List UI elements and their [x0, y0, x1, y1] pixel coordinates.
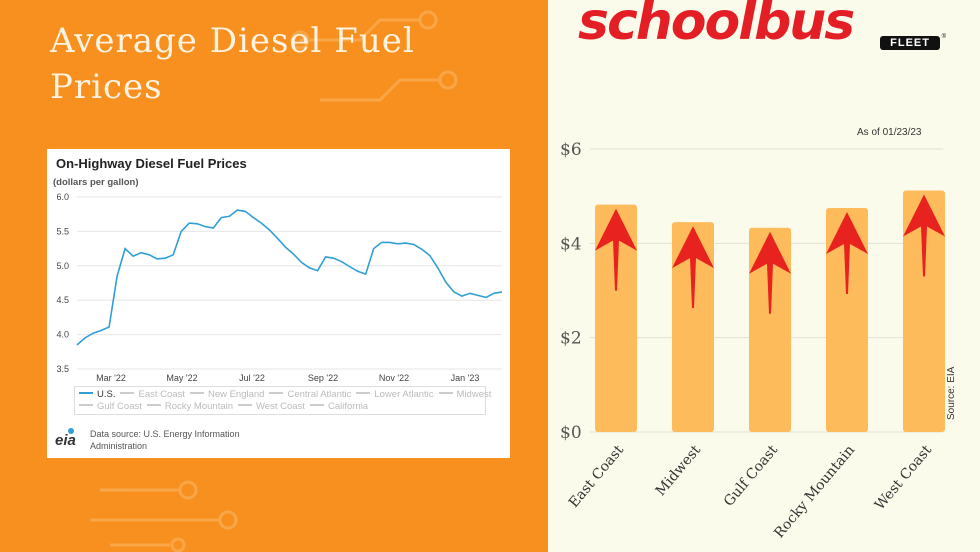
legend-label: Gulf Coast — [97, 401, 142, 412]
legend-item[interactable]: West Coast — [238, 400, 305, 413]
legend-label: Central Atlantic — [287, 389, 352, 400]
red-up-arrow — [749, 231, 791, 314]
legend-swatch — [309, 404, 324, 407]
line-chart-y-tick: 4.0 — [56, 330, 69, 340]
legend-swatch — [356, 392, 371, 395]
red-up-arrow — [826, 211, 868, 294]
bar-chart-x-tick: East Coast — [566, 442, 627, 511]
line-chart-legend: U.S. East Coast New England Central Atlanti… — [74, 386, 491, 415]
legend-item[interactable]: Gulf Coast — [79, 400, 142, 413]
bar-chart-date-note: As of 01/23/23 — [857, 127, 922, 138]
brand-logo: schoolbus FLEET ® — [578, 0, 958, 66]
bar-chart-y-tick: $0 — [560, 423, 582, 443]
line-chart-y-tick: 5.0 — [56, 261, 69, 271]
line-chart-grid — [77, 196, 502, 370]
legend-label: Lower Atlantic — [374, 389, 434, 400]
line-chart-unit: (dollars per gallon) — [53, 177, 139, 188]
bar — [749, 227, 791, 432]
line-chart-x-tick: Mar '22 — [96, 373, 126, 383]
line-chart-y-tick: 3.5 — [56, 364, 69, 374]
legend-label: West Coast — [256, 401, 305, 412]
bar-chart-y-tick: $6 — [560, 140, 582, 160]
line-chart-y-tick: 6.0 — [56, 192, 69, 202]
legend-label: California — [327, 401, 369, 412]
brand-name: schoolbus — [578, 0, 855, 52]
line-chart-card: On-Highway Diesel Fuel Prices (dollars p… — [47, 149, 510, 458]
line-chart-x-tick: Sep '22 — [308, 373, 338, 383]
bar — [672, 222, 714, 432]
legend-swatch — [238, 404, 253, 407]
legend-label: U.S. — [97, 389, 116, 400]
brand-registered-mark: ® — [941, 34, 946, 40]
legend-item[interactable]: New England — [189, 388, 265, 401]
legend-item[interactable]: U.S. — [79, 388, 115, 401]
line-chart-y-axis: 6.0 5.5 5.0 4.5 4.0 3.5 — [56, 192, 69, 374]
red-up-arrow — [672, 226, 714, 309]
legend-swatch — [438, 392, 453, 395]
line-chart: 6.0 5.5 5.0 4.5 4.0 3.5 Mar '22 May '22 Jul '22… — [56, 192, 503, 383]
left-panel: Average Diesel Fuel Prices On-Highway Di… — [0, 0, 548, 552]
brand-sub: FLEET — [880, 36, 940, 50]
bar-chart-x-tick: West Coast — [872, 442, 935, 513]
line-chart-x-tick: Jul '22 — [239, 373, 265, 383]
bar-chart-bars — [595, 190, 945, 432]
bar — [826, 207, 868, 432]
eia-logo-dot — [68, 428, 74, 434]
line-chart-x-tick: Nov '22 — [379, 373, 409, 383]
bar — [595, 204, 637, 432]
legend-item[interactable]: East Coast — [120, 388, 185, 401]
legend-item[interactable]: Lower Atlantic — [356, 388, 434, 401]
bar-chart-y-tick: $4 — [560, 234, 582, 254]
legend-swatch — [146, 404, 161, 407]
red-up-arrow — [903, 194, 945, 277]
legend-swatch — [79, 404, 93, 407]
line-chart-title: On-Highway Diesel Fuel Prices — [56, 156, 247, 171]
bar — [903, 190, 945, 432]
legend-swatch — [79, 392, 93, 395]
bar-chart: $0 $2 $4 $6 East Coast Midwest Gulf CoastRock… — [560, 140, 945, 541]
line-series-us — [76, 209, 503, 346]
legend-item[interactable]: California — [309, 400, 369, 413]
legend-swatch — [189, 392, 204, 395]
bar-chart-y-axis: $0 $2 $4 $6 — [560, 140, 582, 443]
legend-item[interactable]: Rocky Mountain — [146, 400, 234, 413]
page-title: Average Diesel Fuel Prices — [50, 21, 415, 107]
bar-chart-source: Source: EIA — [946, 366, 957, 420]
bar-chart-x-tick: Midwest — [653, 442, 705, 499]
legend-item[interactable]: Midwest — [438, 388, 492, 401]
line-chart-y-tick: 5.5 — [56, 226, 69, 236]
bar-chart-x-tick: Gulf Coast — [721, 442, 781, 510]
legend-label: Rocky Mountain — [164, 401, 234, 412]
line-chart-y-tick: 4.5 — [56, 295, 69, 305]
legend-label: New England — [207, 389, 265, 400]
circuit-decoration — [90, 10, 458, 552]
legend-item[interactable]: Central Atlantic — [269, 388, 351, 401]
legend-swatch — [269, 392, 284, 395]
bar-chart-x-tick: Rocky Mountain — [771, 442, 858, 541]
line-chart-x-tick: Jan '23 — [451, 373, 480, 383]
bar-chart-y-tick: $2 — [560, 329, 582, 349]
line-chart-x-tick: May '22 — [166, 373, 197, 383]
legend-swatch — [120, 392, 135, 395]
legend-label: East Coast — [138, 389, 185, 400]
line-chart-x-axis: Mar '22 May '22 Jul '22 Sep '22 Nov '22 Jan '… — [96, 373, 479, 383]
line-chart-series — [76, 209, 503, 346]
line-chart-source: Data source: U.S. Energy Information Adm… — [90, 429, 240, 451]
eia-logo: eia — [55, 432, 76, 449]
legend-label: Midwest — [456, 389, 492, 400]
red-up-arrow — [595, 208, 637, 291]
